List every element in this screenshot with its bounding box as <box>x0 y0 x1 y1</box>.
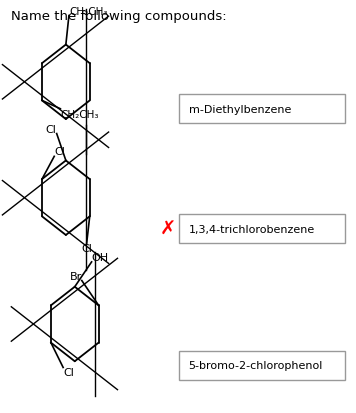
Text: m-Diethylbenzene: m-Diethylbenzene <box>189 104 291 114</box>
Text: 1,3,4-trichlorobenzene: 1,3,4-trichlorobenzene <box>189 224 315 234</box>
Text: Cl: Cl <box>46 124 57 134</box>
FancyBboxPatch shape <box>179 95 345 124</box>
Text: CH₂CH₃: CH₂CH₃ <box>61 109 99 119</box>
Text: 5-bromo-2-chlorophenol: 5-bromo-2-chlorophenol <box>189 361 323 370</box>
FancyBboxPatch shape <box>179 215 345 244</box>
FancyBboxPatch shape <box>179 351 345 380</box>
Text: Cl: Cl <box>81 244 92 254</box>
Text: OH: OH <box>91 252 109 262</box>
Text: Cl: Cl <box>54 147 65 157</box>
Text: CH₂CH₃: CH₂CH₃ <box>69 7 108 17</box>
Text: Cl: Cl <box>63 368 74 377</box>
Text: Br: Br <box>69 271 82 281</box>
Text: ✗: ✗ <box>160 220 176 239</box>
Text: Name the following compounds:: Name the following compounds: <box>11 10 226 23</box>
